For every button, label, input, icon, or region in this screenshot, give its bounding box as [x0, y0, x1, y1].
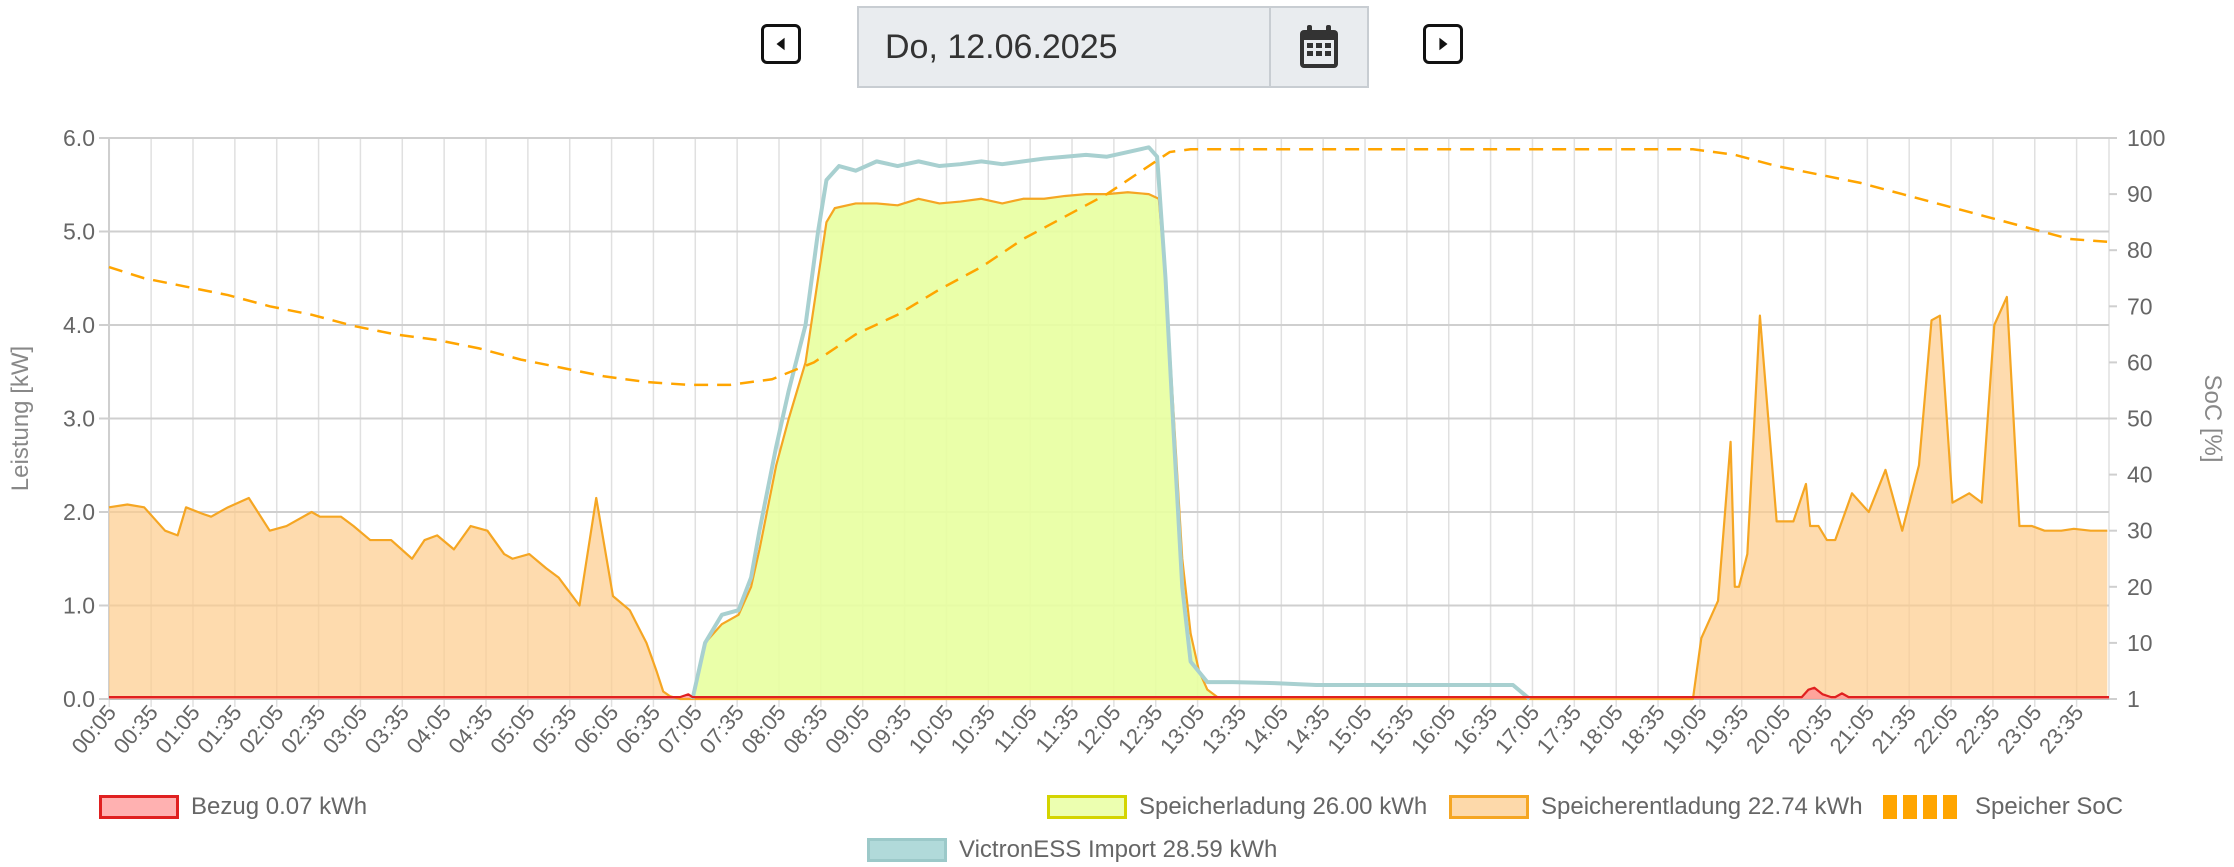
x-tick-label: 05:35: [527, 700, 582, 758]
x-tick-label: 07:05: [653, 700, 708, 758]
x-tick-label: 11:35: [1030, 700, 1083, 757]
date-picker[interactable]: Do, 12.06.2025: [857, 6, 1369, 88]
legend-swatch: [99, 795, 179, 819]
date-display[interactable]: Do, 12.06.2025: [885, 27, 1118, 66]
x-tick-label: 03:35: [360, 700, 415, 758]
x-tick-label: 17:05: [1490, 700, 1545, 758]
y2-tick-label: 1: [2127, 686, 2140, 712]
series-speicher-line: [108, 147, 2108, 387]
x-tick-label: 07:35: [694, 700, 749, 758]
x-tick-label: 13:35: [1197, 700, 1252, 758]
x-tick-label: 01:05: [150, 700, 205, 758]
x-tick-label: 02:35: [276, 700, 331, 758]
y-tick-label: 1.0: [63, 593, 95, 619]
y2-tick-label: 50: [2127, 406, 2153, 432]
x-tick-label: 12:05: [1071, 700, 1126, 758]
x-tick-label: 04:05: [401, 700, 456, 758]
x-tick-label: 08:05: [736, 700, 791, 758]
x-tick-label: 13:05: [1155, 700, 1210, 758]
x-tick-label: 21:05: [1825, 700, 1880, 758]
legend-item-speicherentladung[interactable]: Speicherentladung 22.74 kWh: [1449, 793, 1863, 821]
x-tick-label: 22:05: [1908, 700, 1963, 758]
x-tick-label: 14:35: [1280, 700, 1335, 758]
y-axis-title: Leistung [kW]: [7, 346, 34, 491]
legend-item-speicherladung[interactable]: Speicherladung 26.00 kWh: [1047, 793, 1427, 821]
x-tick-label: 09:35: [862, 700, 917, 758]
legend-item-speicher-soc[interactable]: Speicher SoC: [1883, 793, 2123, 821]
x-tick-label: 19:05: [1657, 700, 1712, 758]
previous-day-button[interactable]: [761, 24, 801, 64]
legend-item-bezug[interactable]: Bezug 0.07 kWh: [99, 793, 367, 821]
series-speicherentladung-line: [108, 295, 2108, 701]
caret-left-icon: [776, 37, 785, 51]
x-tick-label: 12:35: [1113, 700, 1168, 758]
y-tick-label: 5.0: [63, 219, 95, 245]
caret-right-icon: [1439, 37, 1448, 51]
y-tick-label: 3.0: [63, 406, 95, 432]
x-tick-label: 16:05: [1406, 700, 1461, 758]
y2-axis-title: SoC [%]: [2199, 374, 2226, 462]
x-tick-label: 19:35: [1699, 700, 1754, 758]
y2-tick-label: 30: [2127, 518, 2153, 544]
x-tick-label: 04:35: [443, 700, 498, 758]
x-tick-label: 11:05: [989, 700, 1042, 757]
x-tick-label: 05:05: [485, 700, 540, 758]
y2-tick-label: 100: [2127, 125, 2165, 151]
next-day-button[interactable]: [1423, 24, 1463, 64]
series-speicherentladung-area: [109, 296, 2108, 699]
x-tick-label: 15:35: [1364, 700, 1419, 758]
y-tick-label: 6.0: [63, 125, 95, 151]
x-tick-label: 23:35: [2034, 700, 2089, 758]
x-tick-label: 10:35: [946, 700, 1001, 758]
series-speicherladung-area: [692, 192, 1220, 700]
series-victroness-line: [690, 145, 1531, 701]
calendar-button[interactable]: [1269, 8, 1367, 86]
y2-tick-label: 60: [2127, 349, 2153, 375]
x-tick-label: 08:35: [778, 700, 833, 758]
y2-tick-label: 70: [2127, 293, 2153, 319]
y-tick-label: 2.0: [63, 499, 95, 525]
legend-label: Speicherladung 26.00 kWh: [1139, 793, 1428, 820]
legend-label: Speicherentladung 22.74 kWh: [1541, 793, 1863, 820]
x-tick-label: 15:05: [1322, 700, 1377, 758]
legend-label: Bezug 0.07 kWh: [191, 793, 368, 820]
series-bezug-line: [109, 686, 2109, 699]
x-tick-label: 03:05: [318, 700, 373, 758]
legend-swatch: [1449, 795, 1529, 819]
legend-swatch: [1883, 795, 1963, 819]
x-tick-label: 23:05: [1992, 700, 2047, 758]
y2-tick-label: 10: [2127, 630, 2153, 656]
x-tick-label: 20:35: [1783, 700, 1838, 758]
y2-tick-label: 40: [2127, 462, 2153, 488]
legend-swatch: [1047, 795, 1127, 819]
x-tick-label: 20:05: [1741, 700, 1796, 758]
power-chart: 00:0500:3501:0501:3502:0502:3503:0503:35…: [7, 125, 2226, 758]
x-tick-label: 22:35: [1950, 700, 2005, 758]
x-tick-label: 18:35: [1615, 700, 1670, 758]
x-tick-label: 14:05: [1239, 700, 1294, 758]
x-tick-label: 00:35: [108, 700, 163, 758]
legend-swatch: [867, 838, 947, 862]
x-tick-label: 01:35: [192, 700, 247, 758]
calendar-icon: [1300, 25, 1338, 68]
legend-item-victron-import[interactable]: VictronESS Import 28.59 kWh: [867, 836, 1277, 864]
y2-tick-label: 20: [2127, 574, 2153, 600]
y2-tick-label: 80: [2127, 237, 2153, 263]
y-tick-label: 4.0: [63, 312, 95, 338]
x-tick-label: 06:05: [569, 700, 624, 758]
legend-label: Speicher SoC: [1975, 793, 2124, 820]
x-tick-label: 16:35: [1448, 700, 1503, 758]
x-tick-label: 02:05: [234, 700, 289, 758]
x-tick-label: 06:35: [611, 700, 666, 758]
y-tick-label: 0.0: [63, 686, 95, 712]
y2-tick-label: 90: [2127, 181, 2153, 207]
x-tick-label: 21:35: [1866, 700, 1921, 758]
x-tick-label: 17:35: [1532, 700, 1587, 758]
x-tick-label: 10:05: [904, 700, 959, 758]
x-tick-label: 18:05: [1573, 700, 1628, 758]
x-tick-label: 09:05: [820, 700, 875, 758]
legend-label: VictronESS Import 28.59 kWh: [959, 836, 1278, 863]
